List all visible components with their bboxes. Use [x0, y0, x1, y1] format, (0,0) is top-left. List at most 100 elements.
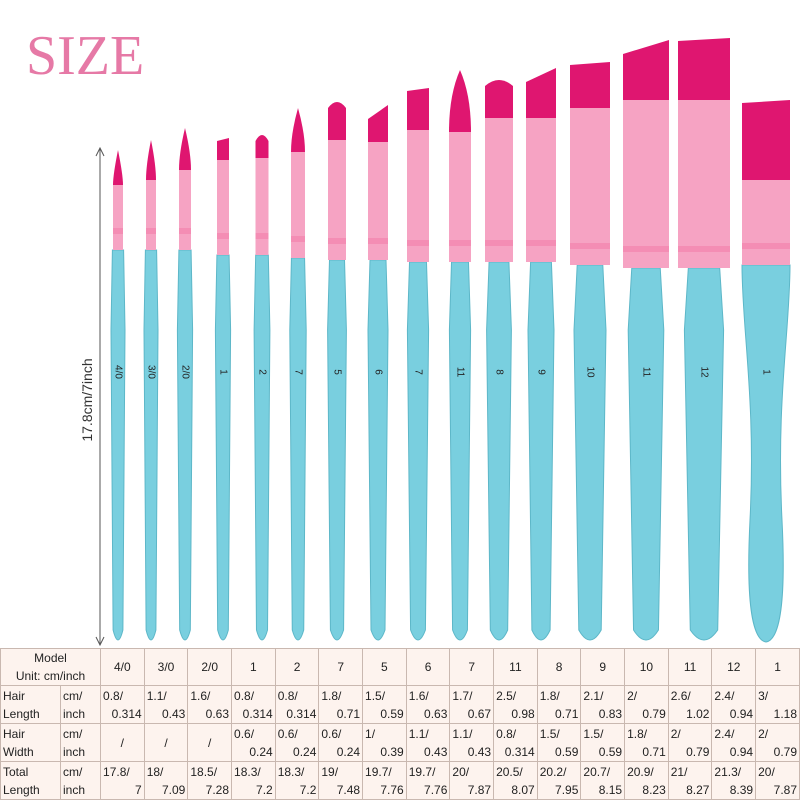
cell-text: 7.2 [256, 782, 273, 797]
brush-size-label: 4/0 [112, 365, 123, 379]
table-cell: 1.8/0.71 [318, 685, 364, 724]
table-row: Hair Length cm/inch 0.8/0.314 1.1/0.43 1.6/0.… [0, 685, 800, 724]
table-cell: / [187, 723, 233, 762]
cell-text: 0.71 [555, 706, 579, 721]
table-cell: 1.5/0.59 [580, 723, 626, 762]
cell-text: 0.6/ [234, 726, 255, 741]
cell-text: 1.8/ [539, 688, 560, 703]
cell-text: 21/ [670, 764, 688, 779]
brush-size-label: 11 [640, 367, 651, 378]
table-cell: 0.8/0.314 [274, 685, 320, 724]
model-cell: 2/0 [187, 648, 233, 686]
cell-text: 0.79 [686, 744, 710, 759]
cell-text: 18/ [146, 764, 164, 779]
ferrule-band [623, 246, 669, 252]
cell-text: 18.3/ [234, 764, 261, 779]
header-label: Model Unit: cm/inch [0, 648, 102, 686]
bristles [146, 140, 156, 180]
model: 11 [509, 660, 522, 674]
cell-text: / [208, 735, 212, 750]
cell-text: 0.43 [162, 706, 186, 721]
bristles [407, 88, 429, 130]
bristles [328, 102, 346, 140]
row-unit: cm/inch [59, 723, 102, 762]
model-cell: 6 [405, 648, 451, 686]
table-row: Hair Width cm/inch / //0.6/0.24 0.6/0.24 0.6/0… [0, 723, 800, 762]
cell-text: 20.7/ [583, 764, 611, 779]
length-label: 17.8cm/7inch [79, 358, 95, 441]
ferrule-band [113, 228, 123, 234]
bristles [570, 62, 610, 108]
ferrule [449, 132, 471, 262]
table-cell: 17.8/7 [100, 761, 145, 800]
model-header: Model [34, 651, 67, 665]
cell-text: 20.9/ [627, 764, 654, 779]
cell-text: 1.1/ [452, 726, 473, 741]
bristles [217, 138, 229, 160]
row-unit: cm/inch [59, 761, 102, 800]
cell-text: 1/ [365, 726, 376, 741]
cell-text: 7.95 [555, 782, 579, 797]
table-cell: 2.5/0.98 [493, 685, 538, 724]
ferrule-band [146, 228, 156, 234]
model: 10 [639, 660, 654, 674]
cell-text: 7.09 [162, 782, 186, 797]
bristles [485, 80, 513, 118]
row-unit-text: inch [63, 744, 86, 759]
cell-text: 0.59 [555, 744, 579, 759]
bristles [449, 70, 471, 132]
ferrule [570, 108, 610, 265]
handle [327, 259, 347, 641]
ferrule [368, 142, 388, 260]
cell-text: 0.98 [511, 706, 535, 721]
brush-size-label: 2/0 [179, 365, 190, 379]
table-cell: 21/8.27 [667, 761, 713, 800]
cell-text: 0.67 [467, 706, 492, 721]
cell-text: 8.27 [686, 782, 710, 797]
bristles [742, 100, 790, 180]
model: 7 [337, 660, 345, 674]
handle [406, 261, 430, 641]
cell-text: 0.8/ [277, 688, 298, 703]
cell-text: 18.3/ [277, 764, 305, 779]
table-cell: 1.5/0.59 [536, 723, 582, 762]
cell-text: 7.76 [424, 782, 448, 797]
handle [143, 249, 159, 641]
cell-text: 19/ [321, 764, 339, 779]
table-cell: 0.8/0.314 [493, 723, 538, 762]
cell-text: 20/ [758, 764, 775, 779]
ferrule-band [179, 228, 191, 234]
brush-size-label: 6 [372, 369, 383, 375]
model-cell: 4/0 [100, 648, 145, 686]
model: 1 [774, 660, 781, 674]
table-cell: 1.1/0.43 [143, 685, 189, 724]
table-cell: / [143, 723, 189, 762]
cell-text: 7.87 [467, 782, 492, 797]
model-cell: 12 [711, 648, 757, 686]
bristles [291, 108, 305, 152]
ferrule [485, 118, 513, 262]
row-label-text: Hair [3, 688, 26, 703]
handle [486, 261, 512, 641]
brush-size-label: 3/0 [145, 365, 156, 379]
cell-text: 1.1/ [408, 726, 429, 741]
row-unit-text: inch [63, 782, 86, 797]
ferrule-band [407, 240, 429, 246]
cell-text: 2/ [758, 726, 769, 741]
cell-text: 2/ [670, 726, 681, 741]
model-cell: 8 [536, 648, 582, 686]
ferrule [742, 180, 790, 265]
table-cell: 0.6/0.24 [274, 723, 320, 762]
cell-text: 1.1/ [146, 688, 167, 703]
model-cell: 2 [274, 648, 320, 686]
table-cell: 1.5/0.59 [362, 685, 407, 724]
brushes: 4/0 3/0 2/0 1 2 7 5 6 7 11 8 9 10 11 12 1 [110, 38, 791, 643]
brush-size-label: 11 [454, 367, 465, 378]
cell-text: 1.8/ [321, 688, 342, 703]
ferrule-band [368, 238, 388, 244]
bristles [623, 40, 669, 100]
cell-text: 0.63 [205, 706, 230, 721]
table-cell: 0.8/0.314 [231, 685, 276, 724]
cell-text: 0.6/ [277, 726, 298, 741]
table-cell: 20.5/8.07 [493, 761, 538, 800]
